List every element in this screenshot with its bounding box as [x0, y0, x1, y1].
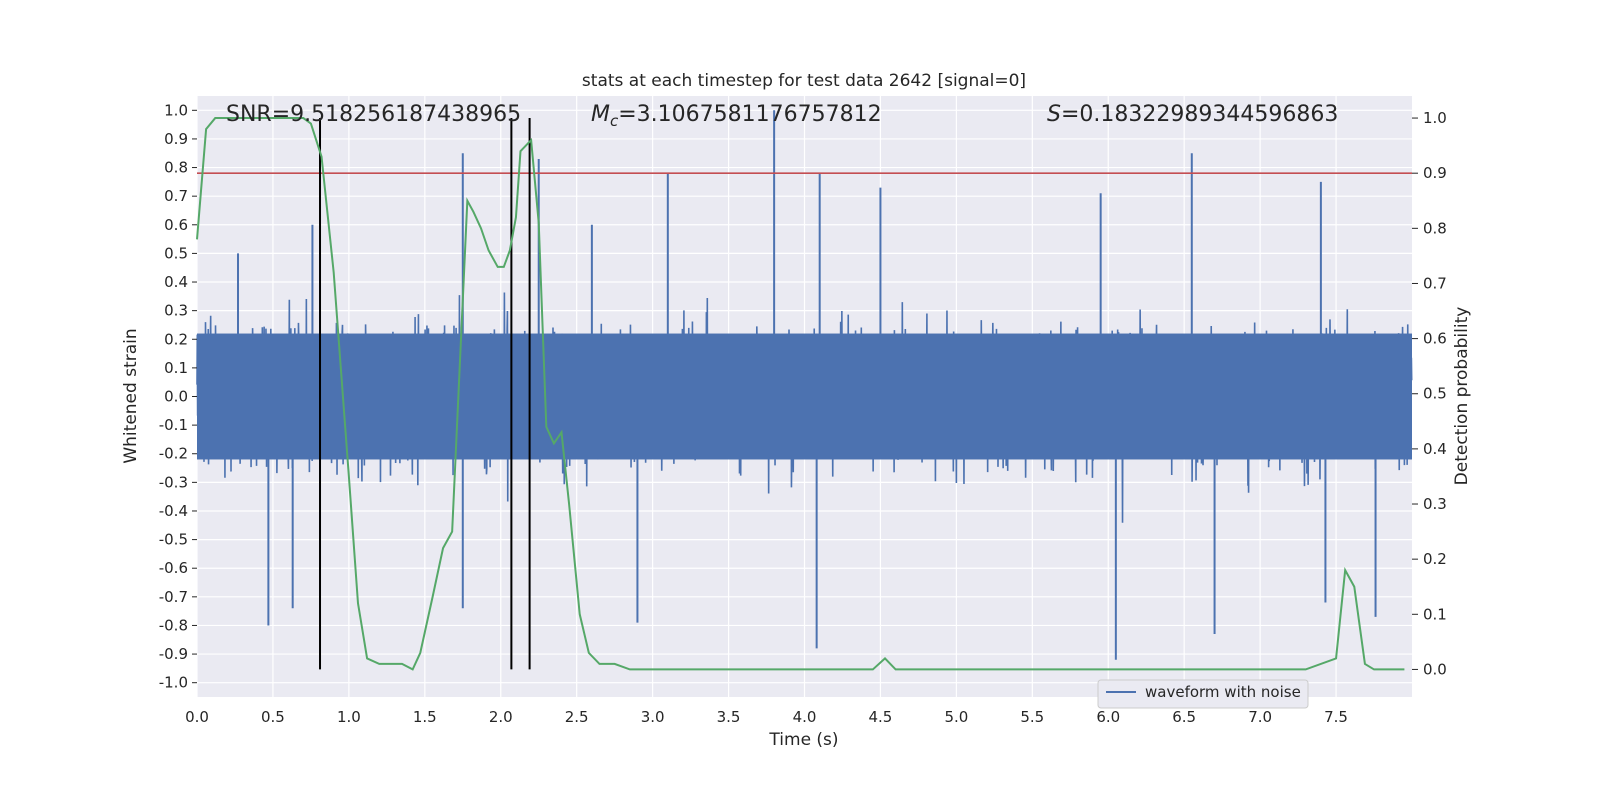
y-tick-label: 0.5: [164, 244, 188, 262]
x-tick-label: 1.5: [413, 708, 437, 726]
y-tick-label: 0.9: [164, 130, 188, 148]
y-tick-label: 0.8: [164, 159, 188, 177]
y-tick-label: 0.1: [164, 359, 188, 377]
y2-tick-label: 0.8: [1423, 219, 1447, 237]
y-tick-label: -0.9: [159, 645, 188, 663]
y2-tick-label: 0.5: [1423, 385, 1447, 403]
legend-label-waveform: waveform with noise: [1145, 683, 1301, 701]
legend-box: [1097, 679, 1309, 709]
x-tick-labels: 0.0 0.5 1.0 1.5 2.0 2.5 3.0 3.5 4.0 4.5 5.0 5.5 6.0 6…: [185, 708, 1348, 726]
y-tick-label: 0.4: [164, 273, 188, 291]
y2-tick-label: 0.2: [1423, 550, 1447, 568]
y-tick-label: 1.0: [164, 101, 188, 119]
y2-axis-label: Detection probability: [1452, 307, 1472, 486]
x-tick-label: 3.5: [717, 708, 741, 726]
waveform-core: [197, 333, 1412, 460]
y2-tick-label: 0.0: [1423, 660, 1447, 678]
x-tick-label: 6.5: [1172, 708, 1196, 726]
y2-tick-label: 0.7: [1423, 274, 1447, 292]
y-tick-label: -0.7: [159, 588, 188, 606]
y-tick-label: -0.3: [159, 473, 188, 491]
y-tick-label: 0.0: [164, 388, 188, 406]
legend: waveform with noise: [1097, 679, 1309, 709]
y-tick-label: -0.4: [159, 502, 188, 520]
y2-tick-label: 0.9: [1423, 164, 1447, 182]
chart-title: stats at each timestep for test data 264…: [582, 71, 1026, 91]
s-annotation: S=0.18322989344596863: [1047, 102, 1338, 127]
x-tick-label: 3.0: [641, 708, 665, 726]
x-tick-label: 0.0: [185, 708, 209, 726]
detection-probability-line: [196, 117, 1405, 671]
y-tick-label: 0.2: [164, 330, 188, 348]
x-tick-label: 2.5: [565, 708, 589, 726]
x-tick-label: 5.5: [1020, 708, 1044, 726]
y2-tick-label: 0.3: [1423, 495, 1447, 513]
y2-tick-label: 1.0: [1423, 109, 1447, 127]
x-tick-label: 2.0: [489, 708, 513, 726]
y2-tick-label: 0.1: [1423, 605, 1447, 623]
x-tick-label: 5.0: [944, 708, 968, 726]
chirp-mass-annotation: Mc=3.1067581176757812: [591, 102, 882, 130]
x-tick-label: 1.0: [337, 708, 361, 726]
snr-annotation: SNR=9.518256187438965: [226, 102, 521, 127]
y-tick-label: -0.1: [159, 416, 188, 434]
series-waveform-with-noise: [196, 110, 1413, 660]
overlays: [196, 117, 1412, 671]
y-tick-label: 0.3: [164, 302, 188, 320]
x-axis-label: Time (s): [768, 730, 838, 750]
y-tick-label: -0.6: [159, 559, 188, 577]
x-tick-label: 0.5: [261, 708, 285, 726]
y2-tick-labels: 0.0 0.1 0.2 0.3 0.4 0.5 0.6 0.7 0.8 0.9 1.0: [1412, 109, 1447, 678]
y-axis-label: Whitened strain: [121, 328, 141, 463]
y-tick-label: -0.8: [159, 616, 188, 634]
x-tick-label: 4.5: [869, 708, 893, 726]
y-tick-label: 0.6: [164, 216, 188, 234]
x-tick-label: 7.0: [1248, 708, 1272, 726]
y-tick-labels: -1.0 -0.9 -0.8 -0.7 -0.6 -0.5 -0.4 -0.3 -0.2 -0.1…: [159, 101, 197, 692]
s-value: =0.18322989344596863: [1061, 102, 1338, 127]
y2-tick-label: 0.6: [1423, 330, 1447, 348]
x-tick-label: 6.0: [1096, 708, 1120, 726]
y-tick-label: -0.2: [159, 445, 188, 463]
chirp-mass-value: =3.1067581176757812: [618, 102, 881, 127]
x-tick-label: 4.0: [793, 708, 817, 726]
x-tick-label: 7.5: [1324, 708, 1348, 726]
y2-tick-label: 0.4: [1423, 440, 1447, 458]
y-tick-label: -0.5: [159, 531, 188, 549]
y-tick-label: 0.7: [164, 187, 188, 205]
y-tick-label: -1.0: [159, 674, 188, 692]
